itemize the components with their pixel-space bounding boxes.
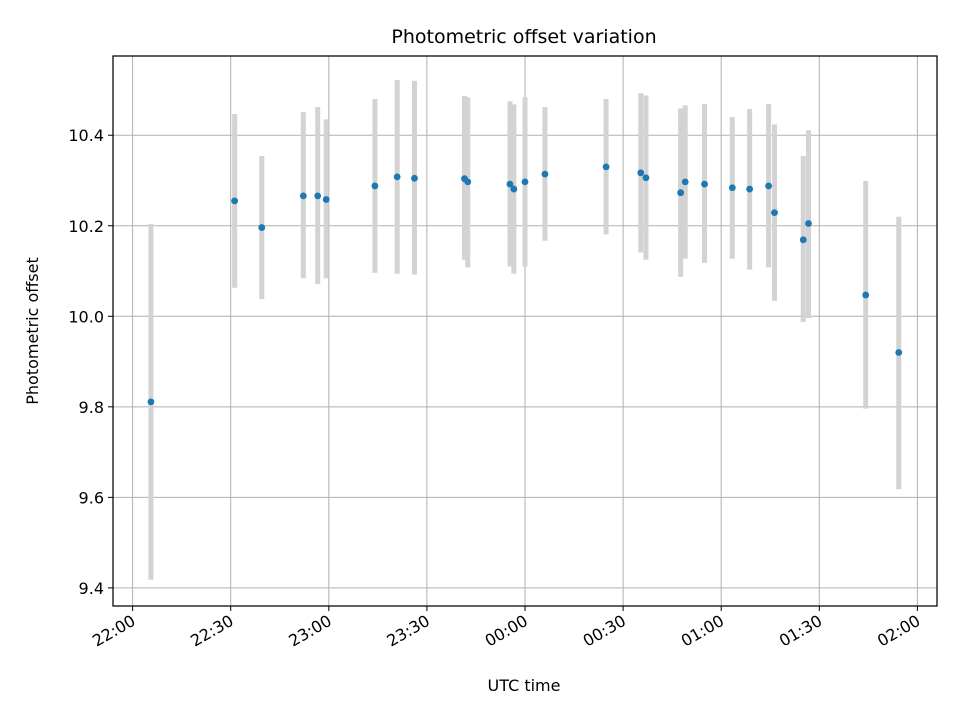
y-axis-label: Photometric offset bbox=[23, 257, 42, 405]
data-point bbox=[728, 184, 736, 192]
data-point bbox=[746, 185, 754, 193]
data-point bbox=[681, 178, 689, 186]
y-tick-label: 10.0 bbox=[68, 307, 104, 326]
data-points bbox=[147, 163, 903, 406]
data-point bbox=[521, 178, 529, 186]
data-point bbox=[895, 349, 903, 356]
y-tick-label: 10.2 bbox=[68, 217, 104, 236]
data-point bbox=[510, 185, 518, 193]
data-point bbox=[464, 178, 472, 186]
data-point bbox=[637, 169, 645, 177]
data-point bbox=[799, 236, 807, 244]
data-point bbox=[299, 192, 307, 200]
y-tick-label: 9.8 bbox=[79, 398, 104, 417]
data-point bbox=[231, 197, 239, 205]
chart-title: Photometric offset variation bbox=[391, 26, 656, 48]
y-tick-label: 9.4 bbox=[79, 579, 104, 598]
data-point bbox=[805, 220, 812, 227]
y-axis: 9.4 9.6 9.8 10.0 10.2 10.4 bbox=[68, 126, 113, 598]
data-point bbox=[314, 192, 322, 200]
data-point bbox=[862, 291, 870, 299]
data-point bbox=[322, 196, 330, 203]
x-axis-label: UTC time bbox=[488, 676, 561, 695]
y-tick-label: 9.6 bbox=[79, 488, 104, 507]
data-point bbox=[701, 180, 708, 188]
data-point bbox=[771, 209, 778, 217]
data-point bbox=[765, 182, 773, 190]
data-point bbox=[371, 182, 379, 190]
data-point bbox=[541, 170, 549, 178]
data-point bbox=[411, 174, 418, 182]
data-point bbox=[642, 174, 650, 182]
data-point bbox=[147, 398, 155, 406]
data-point bbox=[677, 189, 685, 197]
data-point bbox=[393, 173, 401, 181]
data-point bbox=[506, 180, 514, 188]
data-point bbox=[258, 224, 266, 231]
y-tick-label: 10.4 bbox=[68, 126, 104, 145]
data-point bbox=[602, 163, 610, 171]
